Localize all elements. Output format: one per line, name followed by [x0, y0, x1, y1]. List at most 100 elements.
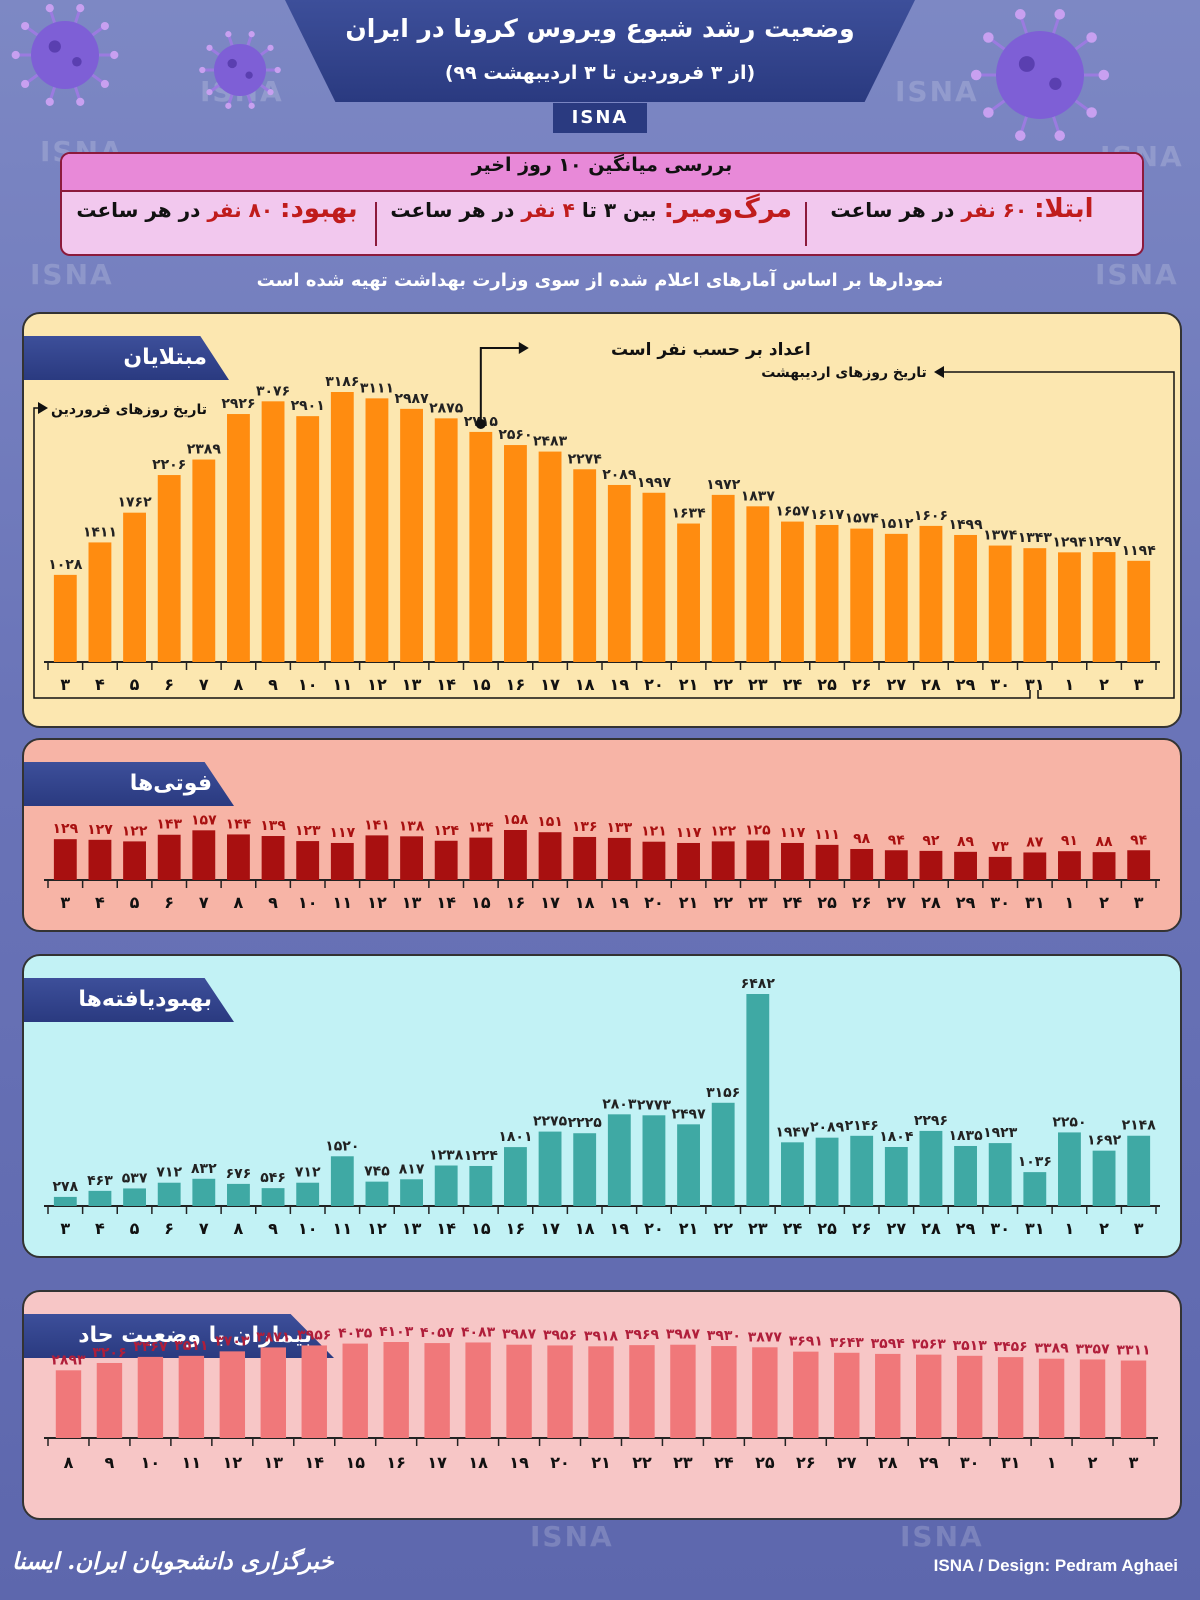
- tick-label: ۵: [130, 675, 140, 694]
- recovered-chart: ۲۷۸۳۴۶۳۴۵۳۷۵۷۱۲۶۸۳۲۷۶۷۶۸۵۴۶۹۷۱۲۱۰۱۵۲۰۱۱۷…: [44, 976, 1160, 1238]
- tick-label: ۱۰: [298, 675, 318, 694]
- bar: [711, 1102, 735, 1206]
- data-label: ۸۷: [1026, 834, 1044, 850]
- bar: [954, 1145, 977, 1206]
- death-value: ۴ نفر: [521, 198, 575, 222]
- tick-label: ۳۰: [990, 1219, 1010, 1238]
- tick-label: ۲۸: [878, 1453, 898, 1472]
- arrow-icon: [934, 366, 944, 378]
- tick-label: ۶: [164, 675, 174, 694]
- tick-label: ۱۲: [367, 893, 387, 912]
- data-label: ۳۹۵۶: [297, 1327, 331, 1343]
- bar: [1058, 1132, 1081, 1206]
- annotation-numbers: اعداد بر حسب نفر است: [611, 340, 811, 360]
- bar: [916, 1354, 942, 1438]
- tick-label: ۱۹: [610, 893, 630, 912]
- death-value-pre: بین ۳ تا: [581, 198, 657, 222]
- data-label: ۲۹۰۱: [291, 398, 325, 414]
- data-label: ۱۰۳۶: [1018, 1154, 1052, 1170]
- tick-label: ۶: [164, 893, 174, 912]
- data-label: ۱۶۵۷: [775, 504, 810, 520]
- data-label: ۲۲۷۴: [568, 451, 603, 467]
- bar: [642, 841, 666, 880]
- data-label: ۲۲۹۶: [914, 1113, 948, 1129]
- bar: [670, 1344, 696, 1438]
- data-label: ۱۵۸: [503, 812, 529, 828]
- data-label: ۳۳۱۱: [1116, 1343, 1150, 1359]
- tick-label: ۳: [60, 1219, 70, 1238]
- footer-agency: خبرگزاری دانشجویان ایران. ایسنا: [12, 1548, 334, 1575]
- death-label: مرگ‌ومیر:: [663, 194, 792, 224]
- bar: [850, 848, 874, 880]
- bar: [1058, 552, 1081, 662]
- deaths-panel-title: فوتی‌ها: [24, 762, 234, 806]
- infected-panel: مبتلایان ۱۰۲۸ ۳ ۱۴۱۱ ۴ ۱۷۶۲ ۵ ۲۲۰۶ ۶ ۲۳۸۹ ۷ ۲۹۲۶ ۸ ۳…: [22, 312, 1182, 728]
- data-label: ۲۷۸: [52, 1179, 78, 1195]
- data-label: ۱۰۲۸: [48, 557, 83, 573]
- bar: [296, 1182, 320, 1206]
- data-label: ۱۲۳۸: [429, 1148, 464, 1164]
- data-label: ۴۱۰۳: [379, 1324, 414, 1340]
- recovered-panel: بهبودیافته‌ها ۲۷۸ ۳ ۴۶۳ ۴ ۵۳۷ ۵ ۷۱۲ ۶ ۸۳۲ ۷ ۶۷۶ ۸ ۵۴…: [22, 954, 1182, 1258]
- data-label: ۲۸۹۳: [51, 1352, 86, 1368]
- tick-label: ۱۶: [506, 1219, 526, 1238]
- tick-label: ۱۳: [402, 675, 422, 694]
- bar: [834, 1352, 860, 1438]
- data-label: ۱۸۳۵: [948, 1128, 983, 1144]
- bar: [988, 856, 1012, 880]
- tick-label: ۹: [268, 675, 278, 694]
- data-label: ۲۲۵۰: [1052, 1114, 1086, 1130]
- bar: [1120, 1360, 1147, 1438]
- divider: [375, 202, 377, 246]
- tick-label: ۱۳: [264, 1453, 284, 1472]
- tick-label: ۱۳: [402, 893, 422, 912]
- bar: [919, 1130, 943, 1206]
- tick-label: ۲۳: [748, 1219, 768, 1238]
- data-label: ۱۱۱: [814, 827, 840, 843]
- tick-label: ۷: [199, 675, 209, 694]
- data-label: ۸۹: [957, 834, 975, 850]
- tick-label: ۲۶: [852, 1219, 872, 1238]
- data-label: ۱۲۹: [52, 821, 78, 837]
- bar: [123, 1188, 146, 1206]
- bar: [365, 398, 389, 662]
- tick-label: ۸: [234, 675, 244, 694]
- data-label: ۳۹۸۷: [502, 1327, 537, 1343]
- infected-panel-title: مبتلایان: [24, 336, 229, 380]
- tick-label: ۲۵: [817, 893, 837, 912]
- data-label: ۵۴۶: [260, 1170, 286, 1186]
- bar: [296, 841, 320, 880]
- data-label: ۱۳۴: [468, 820, 494, 836]
- tick-label: ۱۵: [471, 893, 491, 912]
- tick-label: ۳۰: [990, 675, 1010, 694]
- bar: [123, 512, 146, 662]
- bar: [815, 524, 839, 662]
- bar: [607, 484, 631, 662]
- data-label: ۲۱۴۶: [845, 1118, 879, 1134]
- bar: [607, 1114, 631, 1206]
- bar: [677, 842, 700, 880]
- divider: [805, 202, 807, 246]
- bar: [1079, 1359, 1106, 1438]
- data-label: ۱۸۳۷: [741, 488, 776, 504]
- data-label: ۲۸۷۵: [429, 400, 464, 416]
- data-label: ۳۹۳۰: [707, 1328, 741, 1344]
- tick-label: ۸: [64, 1453, 74, 1472]
- tick-label: ۱۸: [575, 893, 595, 912]
- tick-label: ۱۳: [402, 1219, 422, 1238]
- data-label: ۲۹۲۶: [221, 396, 255, 412]
- tick-label: ۱۰: [141, 1453, 161, 1472]
- tick-label: ۲۸: [921, 675, 941, 694]
- averages-box: بررسی میانگین ۱۰ روز اخیر ابتلا: ۶۰ نفر …: [60, 152, 1144, 256]
- tick-label: ۲۰: [550, 1453, 570, 1472]
- bar: [850, 1135, 874, 1206]
- bar: [157, 834, 181, 880]
- bar: [1127, 1135, 1151, 1206]
- tick-label: ۲۳: [673, 1453, 693, 1472]
- infected-chart: ۱۰۲۸۳۱۴۱۱۴۱۷۶۲۵۲۲۰۶۶۲۳۸۹۷۲۹۲۶۸۳۰۷۶۹۲۹۰۱۱…: [33, 340, 1175, 699]
- data-label: ۳۶۹۱: [789, 1334, 823, 1350]
- bar: [504, 1147, 527, 1206]
- tick-label: ۲: [1099, 675, 1109, 694]
- tick-label: ۳۱: [1025, 675, 1045, 694]
- data-label: ۱۳۹: [260, 818, 286, 834]
